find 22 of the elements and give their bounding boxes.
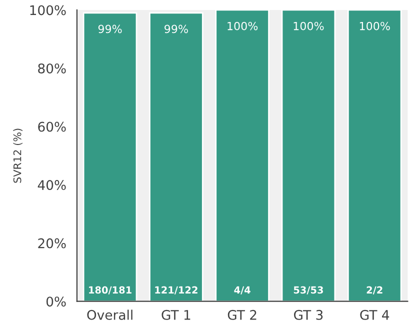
data-label: 99%: [164, 24, 188, 34]
annotation: 180/181: [89, 286, 132, 294]
data-label: 99%: [98, 24, 122, 34]
annotation: 121/122: [155, 286, 198, 294]
annotation: 2/2: [366, 286, 382, 294]
y-tick-label: 40%: [38, 180, 66, 190]
x-tick-label: GT 1: [162, 310, 190, 320]
x-tick-label: Overall: [87, 310, 132, 320]
y-tick-label: 80%: [38, 63, 66, 74]
y-tick-label: 20%: [38, 238, 66, 248]
annotation: 4/4: [234, 286, 250, 294]
x-tick-label: GT 4: [360, 310, 390, 320]
x-tick-label: GT 3: [294, 310, 323, 320]
y-tick-label: 0%: [46, 296, 66, 307]
x-tick-label: GT 2: [228, 310, 256, 320]
y-tick-label: 100%: [30, 5, 66, 16]
y-tick-label: 60%: [38, 122, 66, 132]
data-label: 100%: [360, 22, 390, 30]
y-axis-title: SVR12 (%): [13, 128, 22, 183]
annotation: 53/53: [294, 286, 323, 294]
data-label: 100%: [294, 22, 324, 30]
data-label: 100%: [228, 22, 258, 30]
